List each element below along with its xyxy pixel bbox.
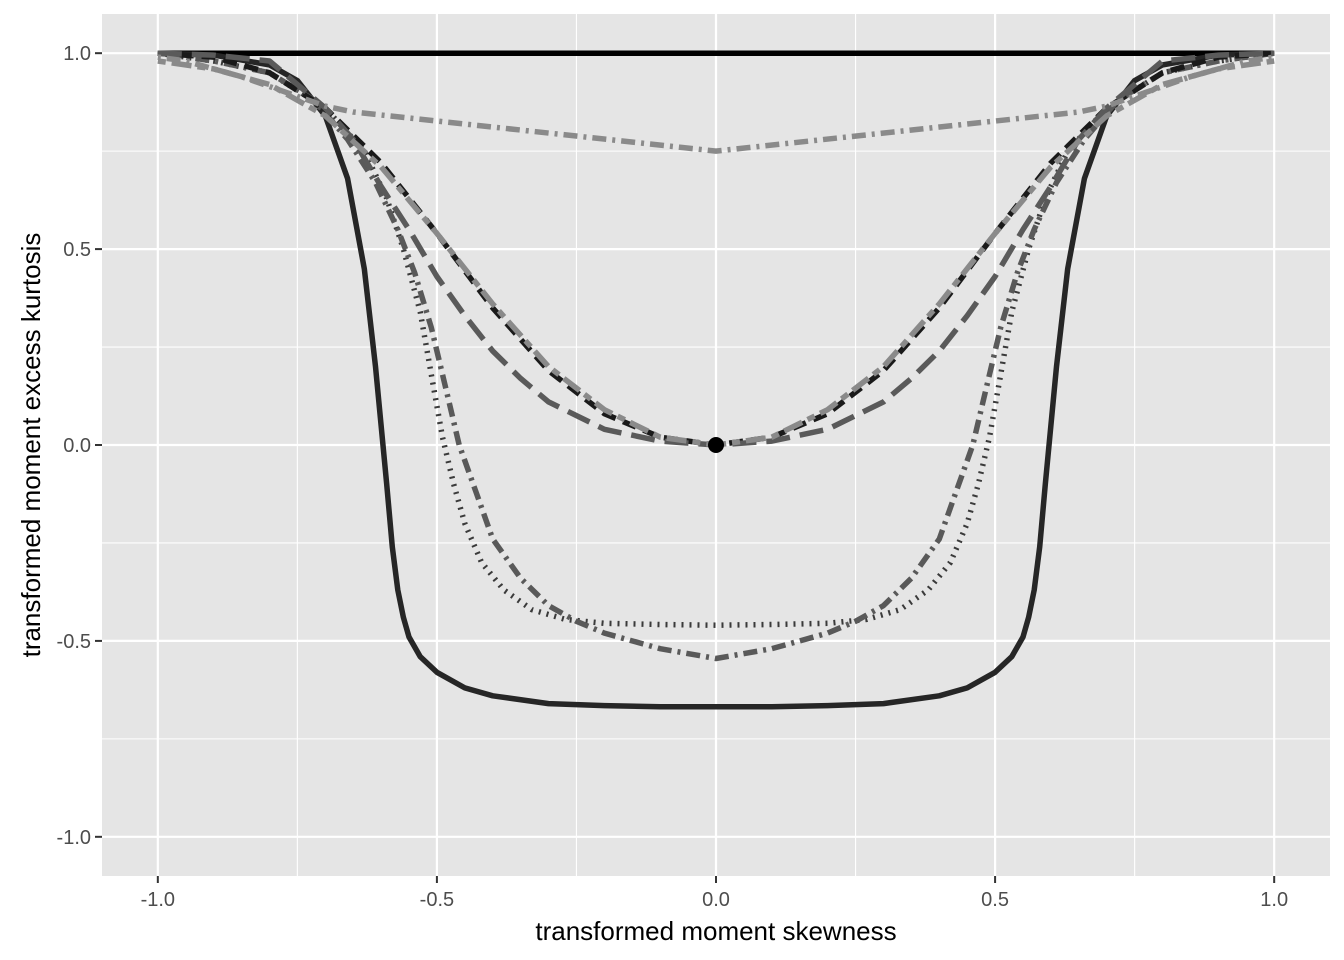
x-axis: -1.0 -0.5 0.0 0.5 1.0 xyxy=(141,876,1288,911)
y-tick-label: 1.0 xyxy=(63,43,91,65)
points-layer xyxy=(708,437,724,453)
x-tick-label: -1.0 xyxy=(141,889,175,911)
y-tick-label: 0.5 xyxy=(63,239,91,261)
series-line-8 xyxy=(157,54,1275,154)
y-tick-label: -1.0 xyxy=(57,827,91,849)
series-line-2 xyxy=(157,50,1275,710)
y-tick-label: -0.5 xyxy=(57,631,91,653)
x-axis-title: transformed moment skewness xyxy=(535,916,896,946)
x-tick-label: 0.0 xyxy=(702,889,730,911)
series-line-4 xyxy=(157,50,1275,662)
y-axis-title: transformed moment excess kurtosis xyxy=(16,233,46,658)
x-tick-label: -0.5 xyxy=(420,889,454,911)
x-tick-label: 1.0 xyxy=(1260,889,1288,911)
y-axis: -1.0 -0.5 0.0 0.5 1.0 xyxy=(57,43,102,849)
data-point xyxy=(708,437,724,453)
x-tick-label: 0.5 xyxy=(981,889,1009,911)
y-tick-label: 0.0 xyxy=(63,435,91,457)
